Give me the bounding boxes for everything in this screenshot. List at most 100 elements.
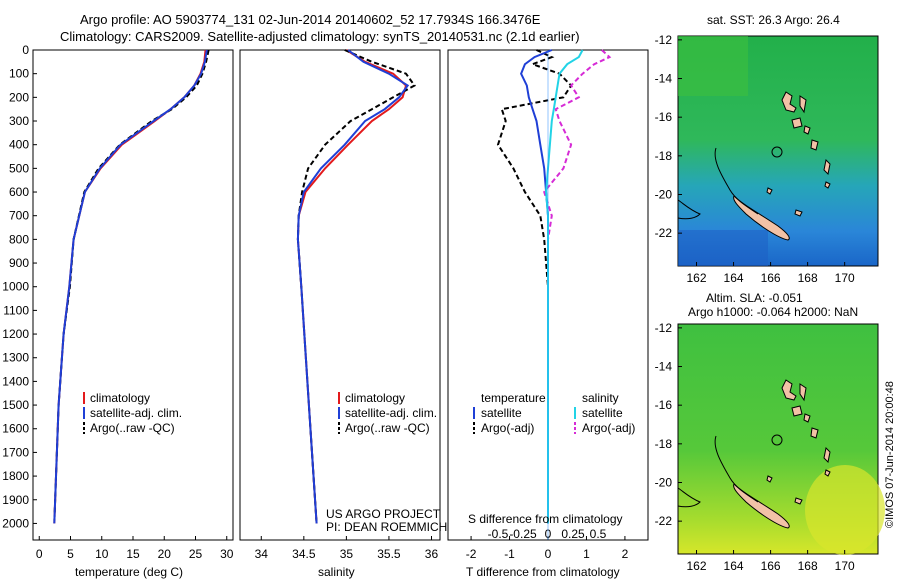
x-tick-label: 2 [622,547,629,561]
temperature-argo-difference-line [496,49,573,524]
title-line2: Climatology: CARS2009. Satellite-adjuste… [60,29,580,44]
island-shape [810,139,819,151]
legend-title-salinity: salinity [582,391,619,405]
lat-tick-label: -14 [655,72,673,86]
difference-legend: temperature satellite Argo(-adj) salinit… [473,391,635,435]
salinity-profiles [296,49,416,524]
s-difference-tick-labels: -0.5-0.2500.250.5 [488,527,607,541]
salinity-tick-labels: 34 34.5 35 35.5 36 [255,536,438,561]
x-tick-label: 20 [158,547,172,561]
x-tick-label: 15 [126,547,140,561]
s-tick-label: -0.25 [509,527,537,541]
legend-title-temperature: temperature [481,391,546,405]
depth-tick-label: 100 [9,67,29,81]
depth-tick-label: 1600 [2,422,29,436]
island-shape [823,446,831,464]
bathymetry-contour [714,435,759,503]
depth-tick-label: 1700 [2,445,29,459]
depth-tick-label: 0 [22,43,29,57]
depth-tick-label: 1100 [3,303,29,317]
x-tick-label: -2 [466,547,477,561]
lat-tick-label: -22 [655,226,673,240]
island-shape [810,427,819,439]
lon-tick-label: 162 [687,559,707,573]
temperature-tick-labels: 0 5 10 15 20 25 30 [36,536,234,561]
island-shape [781,91,797,113]
island-shape [803,125,811,135]
depth-tick-label: 400 [9,138,29,152]
island-shape [766,475,773,483]
lon-tick-label: 166 [761,559,781,573]
sla-map: Altim. SLA: -0.051 Argo h1000: -0.064 h2… [655,291,885,573]
latitude-tick-labels: -12 -14 -16 -18 -20 -22 [655,321,682,528]
x-tick-label: 30 [220,547,234,561]
legend-label-satellite: satellite-adj. clim. [345,406,437,420]
x-tick-label: 25 [189,547,203,561]
depth-tick-labels: 0 100 200 300 400 500 600 700 800 900 1000 1100 1200… [2,43,37,530]
bathymetry-contour [714,147,759,215]
argo-position-marker [771,434,783,446]
x-tick-label: 35.5 [377,547,401,561]
legend-label-argo: Argo(..raw -QC) [90,421,175,435]
s-tick-label: 0.5 [590,527,607,541]
depth-tick-label: 1300 [2,351,29,365]
argo-position-marker [771,146,783,158]
x-tick-label: 34 [255,547,269,561]
x-tick-label: 5 [67,547,74,561]
x-tick-label: 1 [583,547,590,561]
depth-tick-label: 1500 [2,398,29,412]
land-outlines [677,379,831,529]
temperature-legend: climatology satellite-adj. clim. Argo(..… [83,391,182,435]
lat-tick-label: -16 [655,110,673,124]
temperature-axis-label: temperature (deg C) [75,565,183,579]
depth-tick-label: 700 [9,209,29,223]
lon-tick-label: 168 [798,271,818,285]
depth-tick-label: 900 [9,256,29,270]
longitude-tick-labels: 162 164 166 168 170 [687,550,855,573]
legend-label-t-argo: Argo(-adj) [481,421,534,435]
credit-line1: US ARGO PROJECT [326,507,441,521]
depth-tick-label: 800 [9,232,29,246]
depth-tick-label: 1400 [2,374,29,388]
title-line1: Argo profile: AO 5903774_131 02-Jun-2014… [80,12,541,27]
imos-timestamp: ©IMOS 07-Jun-2014 20:00:48 [884,381,896,528]
lon-tick-label: 170 [835,271,855,285]
island-shape [824,181,831,189]
lon-tick-label: 168 [798,559,818,573]
lat-tick-label: -14 [655,360,673,374]
depth-tick-label: 1800 [2,469,29,483]
salinity-satellite-line [296,49,410,524]
island-shape [794,497,803,505]
island-shape [781,379,797,401]
x-tick-label: 35 [340,547,354,561]
salinity-legend: climatology satellite-adj. clim. Argo(..… [338,391,437,435]
credit-line2: PI: DEAN ROEMMICH [326,520,447,534]
island-shape [766,187,773,195]
depth-tick-label: 2000 [2,516,29,530]
sst-map-title: sat. SST: 26.3 Argo: 26.4 [707,13,840,27]
island-shape [794,209,803,217]
longitude-tick-labels: 162 164 166 168 170 [687,262,855,285]
coastline-contour [677,487,701,508]
s-difference-axis-label: S difference from climatology [468,512,623,526]
temperature-plot-frame [32,49,234,541]
island-shape [803,413,811,423]
salinity-axis-label: salinity [318,565,355,579]
legend-label-s-satellite: satellite [582,406,623,420]
lon-tick-label: 170 [835,559,855,573]
sst-cold-patch [678,230,768,266]
x-tick-label: 34.5 [292,547,316,561]
island-shape [799,383,807,402]
legend-label-climatology: climatology [345,391,405,405]
x-tick-label: 10 [95,547,109,561]
t-difference-axis-label: T difference from climatology [466,565,620,579]
island-shape [823,158,831,176]
sla-yellow-patch [805,465,885,555]
depth-tick-label: 1000 [2,280,29,294]
temperature-panel: 0100200300400500600700800900100011001200… [2,43,233,579]
temperature-profiles [53,49,210,524]
lon-tick-label: 166 [761,271,781,285]
temperature-satellite-line [53,49,208,524]
x-tick-label: -1 [504,547,515,561]
